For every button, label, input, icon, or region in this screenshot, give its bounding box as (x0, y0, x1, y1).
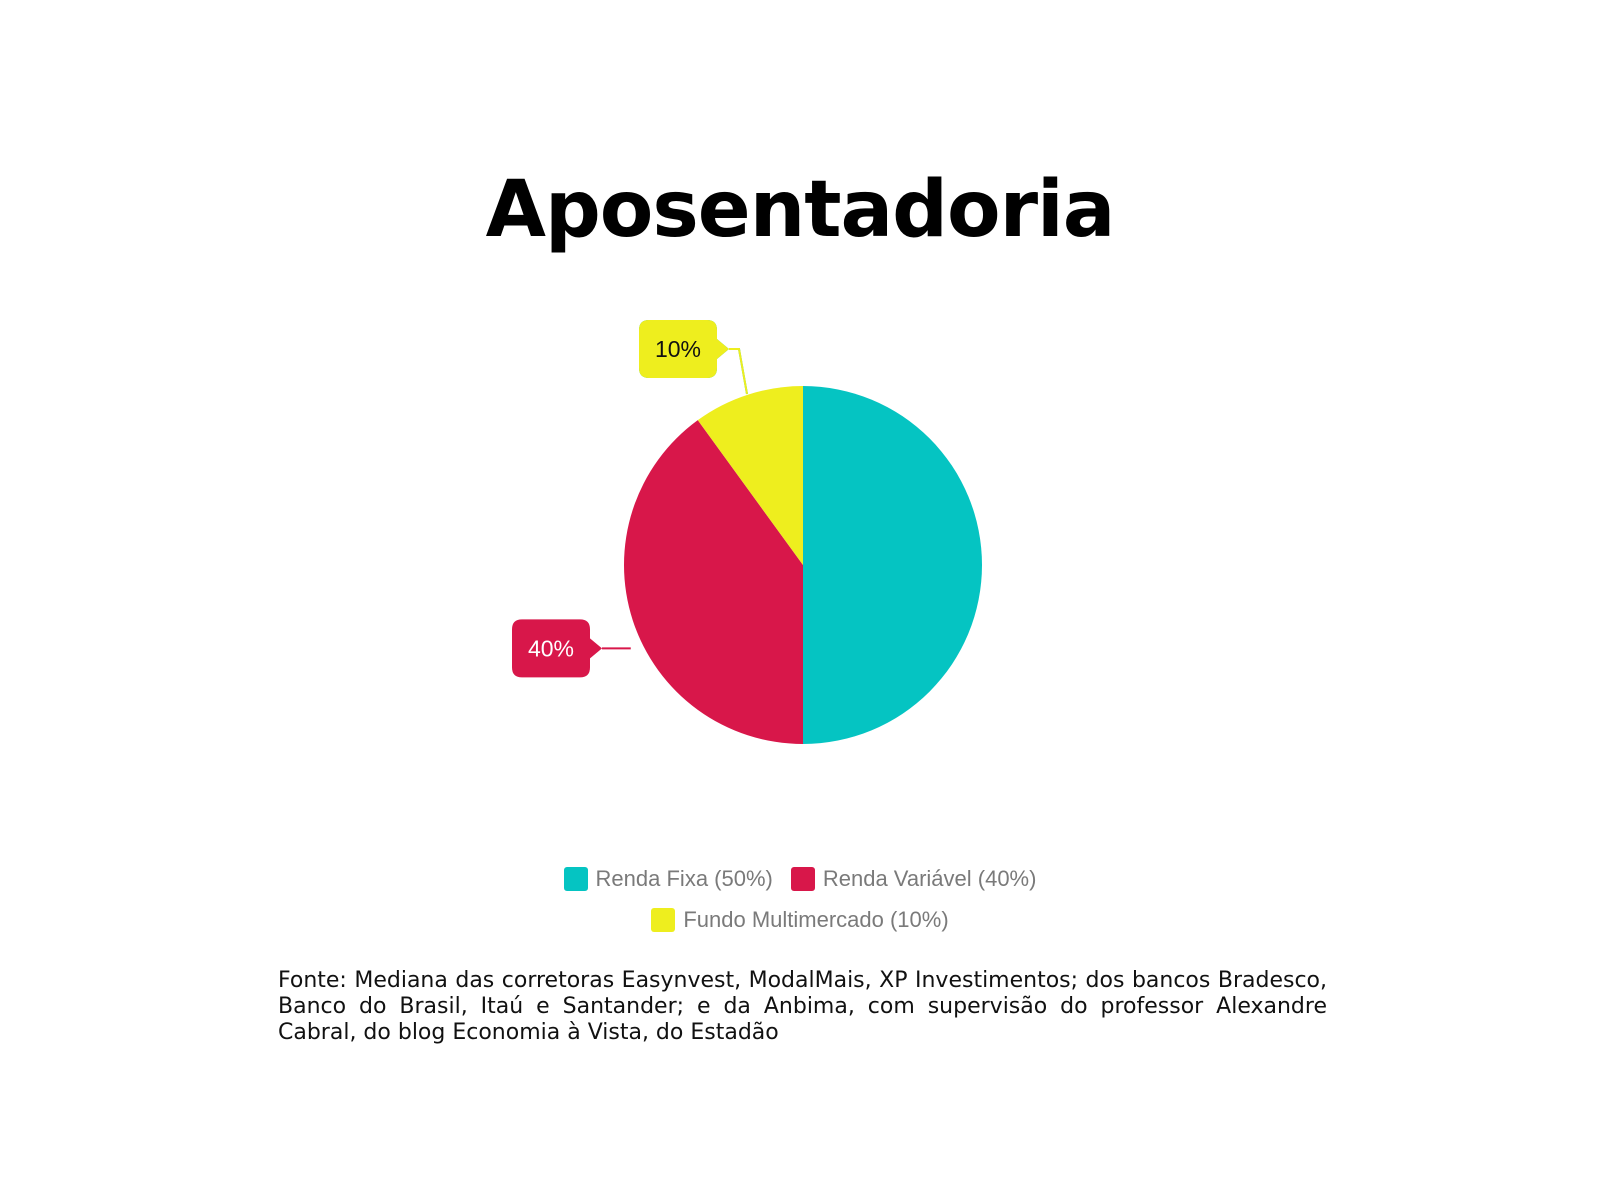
legend-swatch-renda-variavel (790, 867, 815, 891)
pie-slice-fundo-multimercado[interactable] (697, 386, 803, 565)
legend-label-renda-variavel: Renda Variável (40%) (822, 866, 1037, 891)
legend-item-renda-fixa[interactable]: Renda Fixa (50%) (563, 866, 773, 892)
pie-data-labels: 50%40%10% (512, 320, 748, 678)
data-label-renda-variavel: 40% (512, 619, 631, 678)
data-label-text-fundo-multimercado: 10% (655, 336, 701, 362)
pie-slice-renda-variavel[interactable] (623, 420, 803, 744)
legend-label-renda-fixa: Renda Fixa (50%) (595, 866, 773, 891)
chart-title: Aposentadoria (485, 165, 1116, 255)
legend-row-1: Renda Fixa (50%) Renda Variável (40%) (0, 866, 1600, 892)
legend-item-renda-variavel[interactable]: Renda Variável (40%) (790, 866, 1037, 892)
data-label-bubble-fundo-multimercado (639, 320, 729, 378)
pie-chart: 50%40%10% (512, 320, 982, 744)
legend-row-2: Fundo Multimercado (10%) (0, 907, 1600, 933)
pie-slices (623, 386, 982, 744)
data-label-text-renda-variavel: 40% (528, 635, 574, 661)
legend-swatch-fundo-multimercado (651, 908, 676, 932)
data-label-fundo-multimercado: 10% (639, 320, 748, 395)
legend-item-fundo-multimercado[interactable]: Fundo Multimercado (10%) (651, 907, 949, 933)
legend-label-fundo-multimercado: Fundo Multimercado (10%) (683, 907, 949, 932)
source-note: Fonte: Mediana das corretoras Easynvest,… (278, 968, 1327, 1045)
pie-slice-renda-fixa[interactable] (803, 386, 982, 744)
legend-swatch-renda-fixa (563, 867, 588, 891)
data-label-bubble-renda-variavel (512, 619, 602, 678)
